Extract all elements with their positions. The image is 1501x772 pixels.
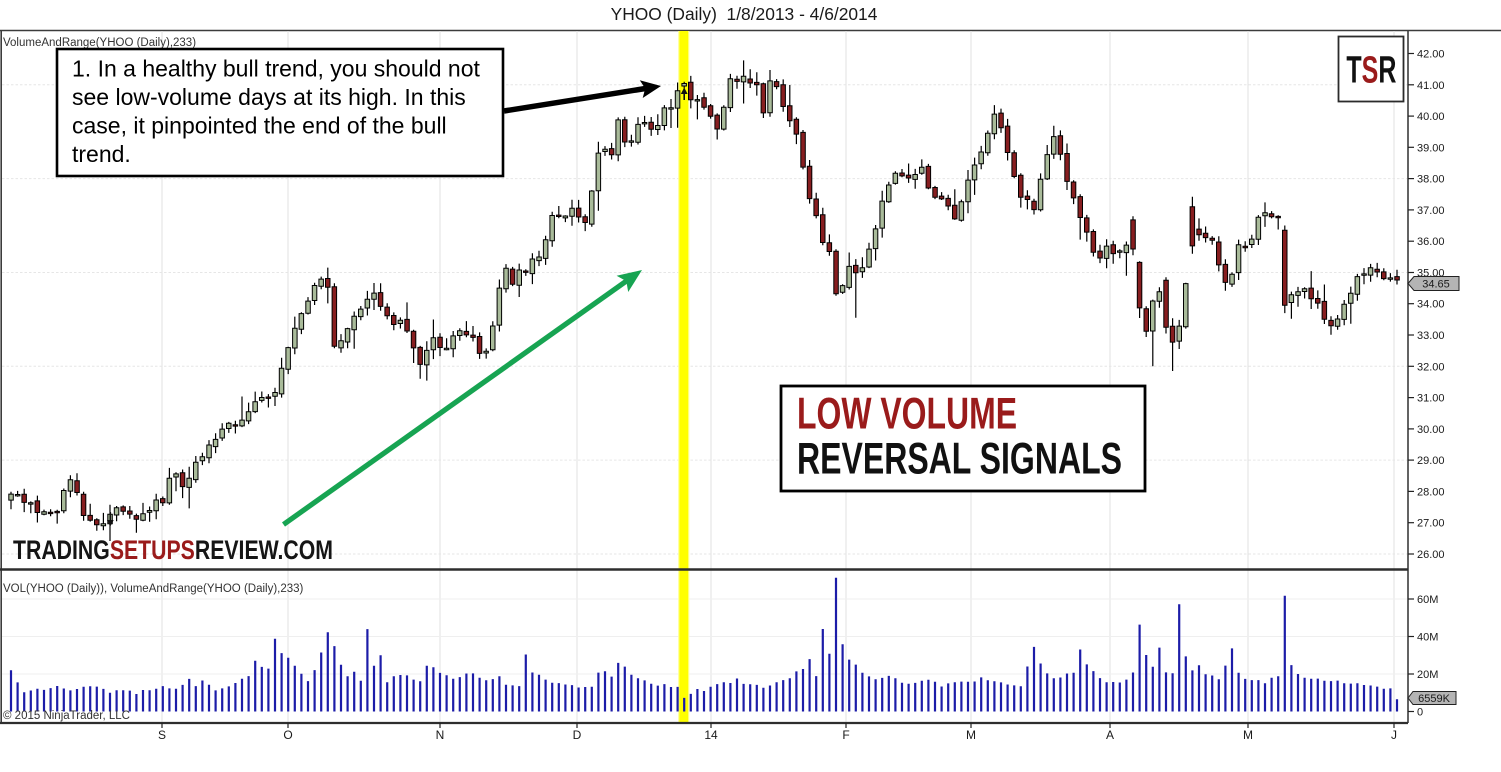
svg-text:26.00: 26.00 [1417,549,1445,561]
svg-text:38.00: 38.00 [1417,174,1445,186]
svg-text:A: A [1106,728,1114,742]
svg-text:1. In a healthy bull trend, yo: 1. In a healthy bull trend, you should n… [72,56,481,82]
svg-text:40.00: 40.00 [1417,111,1445,123]
svg-text:YHOO (Daily) 1/8/2013 - 4/6/2: YHOO (Daily) 1/8/2013 - 4/6/2014 [611,4,878,24]
svg-text:6559K: 6559K [1418,693,1450,705]
svg-text:M: M [966,728,976,742]
svg-text:TSR: TSR [1346,48,1396,91]
svg-text:0: 0 [1417,707,1423,719]
svg-text:30.00: 30.00 [1417,424,1445,436]
svg-text:M: M [1243,728,1253,742]
svg-text:14: 14 [704,728,718,742]
svg-text:N: N [436,728,445,742]
svg-text:S: S [158,728,166,742]
svg-text:VOL(YHOO (Daily)), VolumeAndRa: VOL(YHOO (Daily)), VolumeAndRange(YHOO (… [3,583,304,595]
svg-text:41.00: 41.00 [1417,80,1445,92]
svg-text:see low-volume days at its hig: see low-volume days at its high. In this [72,84,466,110]
svg-text:D: D [573,728,582,742]
svg-text:33.00: 33.00 [1417,330,1445,342]
svg-text:LOW VOLUME: LOW VOLUME [797,389,1017,438]
svg-text:J: J [1391,728,1397,742]
svg-text:34.65: 34.65 [1422,279,1450,291]
svg-text:F: F [842,728,849,742]
svg-text:29.00: 29.00 [1417,455,1445,467]
svg-text:36.00: 36.00 [1417,236,1445,248]
svg-text:40M: 40M [1417,632,1438,644]
svg-text:37.00: 37.00 [1417,205,1445,217]
svg-text:27.00: 27.00 [1417,518,1445,530]
svg-text:32.00: 32.00 [1417,361,1445,373]
svg-text:REVERSAL SIGNALS: REVERSAL SIGNALS [797,435,1122,484]
svg-text:VolumeAndRange(YHOO (Daily),23: VolumeAndRange(YHOO (Daily),233) [3,37,196,49]
svg-text:20M: 20M [1417,669,1438,681]
svg-text:34.00: 34.00 [1417,299,1445,311]
svg-text:28.00: 28.00 [1417,486,1445,498]
svg-text:31.00: 31.00 [1417,393,1445,405]
svg-text:O: O [283,728,292,742]
svg-text:© 2015 NinjaTrader, LLC: © 2015 NinjaTrader, LLC [3,710,130,722]
svg-text:60M: 60M [1417,594,1438,606]
svg-text:case, it pinpointed the end of: case, it pinpointed the end of the bull [72,112,447,138]
svg-text:trend.: trend. [72,141,131,167]
svg-text:39.00: 39.00 [1417,142,1445,154]
svg-text:TRADINGSETUPSREVIEW.COM: TRADINGSETUPSREVIEW.COM [13,535,333,565]
svg-text:42.00: 42.00 [1417,49,1445,61]
